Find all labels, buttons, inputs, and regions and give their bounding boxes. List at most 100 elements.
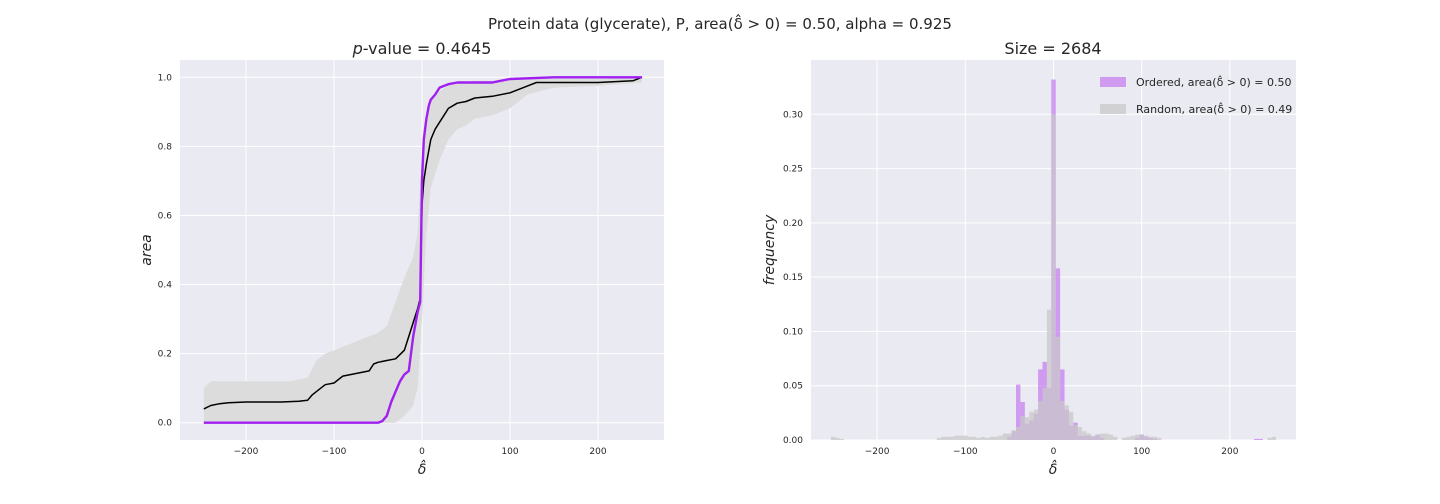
area-chart-xtick-label: −200 — [234, 447, 259, 457]
histogram-title: Size = 2684 — [1004, 39, 1101, 58]
area-chart-title-prefix: p — [352, 39, 363, 58]
random-hist-bar — [993, 436, 999, 440]
random-hist-bar — [949, 436, 955, 440]
histogram-ticks: −200 −100 0 100 200 0.00 0.05 0.10 0.15 0.20 0.25 0… — [783, 110, 1239, 457]
histogram-xtick-label: −100 — [953, 447, 978, 457]
area-chart-ytick-label: 1.0 — [158, 73, 173, 83]
random-hist-bar — [976, 437, 981, 440]
random-hist-bar — [1060, 400, 1065, 440]
histogram-ytick-label: 0.05 — [783, 382, 803, 392]
area-chart-ytick-label: 0.8 — [158, 142, 173, 152]
random-hist-bar — [1046, 309, 1052, 440]
area-chart-ytick-label: 0.2 — [158, 350, 172, 360]
random-hist-bar — [1148, 436, 1153, 440]
random-hist-bar — [839, 438, 845, 440]
random-hist-bar — [1135, 434, 1140, 440]
area-chart-xlabel: δ̂ — [418, 459, 427, 478]
random-hist-bar — [830, 436, 836, 440]
random-hist-bar — [1108, 434, 1114, 440]
area-chart-ytick-label: 0.4 — [158, 281, 173, 291]
random-hist-bar — [1073, 424, 1078, 440]
histogram-ytick-label: 0.15 — [783, 273, 803, 283]
legend-label-random: Random, area(δ̂ > 0) = 0.49 — [1136, 102, 1292, 116]
histogram-ylabel: frequency — [762, 214, 778, 285]
area-chart-xtick-label: −100 — [322, 447, 347, 457]
ordered-area-line — [203, 76, 642, 424]
random-mean-line — [203, 76, 643, 410]
legend-label-ordered: Ordered, area(δ̂ > 0) = 0.50 — [1136, 75, 1292, 89]
histogram-xtick-label: 100 — [1133, 447, 1150, 457]
random-hist-bar — [1139, 434, 1144, 440]
histogram-xtick-label: 0 — [1051, 447, 1057, 457]
random-hist-bar — [1033, 409, 1039, 440]
random-hist-bar — [1068, 411, 1074, 440]
random-hist-bar — [998, 435, 1003, 440]
random-hist-bar — [1143, 435, 1149, 440]
random-hist-bar — [1152, 436, 1158, 440]
random-hist-bar — [945, 436, 950, 440]
area-chart-title: p-value = 0.4645 — [352, 39, 492, 58]
area-chart-ticks: −200 −100 0 100 200 0.0 0.2 0.4 0.6 0.8 1.0 — [158, 73, 607, 457]
area-chart-ylabel: area — [139, 234, 155, 266]
random-hist-bar — [1086, 433, 1091, 440]
random-hist-bar — [1024, 417, 1030, 440]
random-hist-bar — [1051, 114, 1056, 440]
random-hist-bar — [1038, 400, 1043, 440]
random-hist-bar — [1055, 336, 1061, 440]
area-chart-xtick-label: 200 — [589, 447, 606, 457]
random-hist-bar — [1029, 411, 1034, 440]
random-hist-bar — [1126, 436, 1131, 440]
random-hist-bar — [1090, 435, 1096, 440]
random-hist-bar — [1042, 387, 1047, 440]
ordered-hist-bar — [1258, 438, 1263, 440]
random-hist-bar — [1113, 436, 1118, 440]
random-hist-bar — [1095, 434, 1100, 440]
random-hist-bar — [1064, 405, 1069, 440]
random-hist-bar — [958, 435, 964, 440]
random-hist-bar — [1007, 433, 1012, 440]
area-chart-title-rest: -value = 0.4645 — [363, 39, 492, 58]
histogram-xlabel: δ̂ — [1049, 459, 1058, 478]
legend-swatch-random — [1100, 104, 1126, 114]
histogram-legend: Ordered, area(δ̂ > 0) = 0.50 Random, are… — [1100, 75, 1292, 116]
random-hist-bar — [1020, 416, 1025, 440]
figure-suptitle: Protein data (glycerate), P, area(δ̂ > 0… — [488, 13, 952, 33]
histogram-ytick-label: 0.10 — [783, 327, 803, 337]
histogram-panel: −200 −100 0 100 200 0.00 0.05 0.10 0.15 0.20 0.25 0… — [762, 39, 1296, 478]
random-hist-bar — [1121, 437, 1127, 440]
random-hist-bar — [941, 436, 946, 440]
random-hist-bar — [971, 436, 977, 440]
area-chart-xtick-label: 0 — [419, 447, 425, 457]
histogram-ytick-label: 0.20 — [783, 219, 803, 229]
histogram-xtick-label: −200 — [865, 447, 890, 457]
random-hist-bar — [835, 437, 840, 440]
legend-swatch-ordered — [1100, 77, 1126, 87]
random-hist-bar — [1082, 431, 1087, 440]
area-chart-xtick-label: 100 — [501, 447, 518, 457]
random-hist-bar — [980, 436, 986, 440]
histogram-ytick-label: 0.00 — [783, 436, 803, 446]
ordered-hist-bar — [1016, 384, 1021, 440]
area-chart-marks — [203, 76, 643, 424]
random-hist-bar — [1002, 433, 1008, 440]
random-hist-bar — [1104, 433, 1109, 440]
histogram-marks — [830, 79, 1277, 440]
random-hist-bar — [989, 436, 994, 440]
area-chart-panel: −200 −100 0 100 200 0.0 0.2 0.4 0.6 0.8 1.0 p-valu… — [139, 39, 664, 478]
histogram-ytick-label: 0.25 — [783, 165, 803, 175]
random-hist-bar — [1267, 437, 1272, 440]
random-hist-bar — [1157, 437, 1162, 440]
random-hist-bar — [967, 436, 972, 440]
random-hist-bar — [1016, 426, 1021, 440]
area-chart-ytick-label: 0.0 — [158, 419, 173, 429]
random-confidence-band — [203, 77, 643, 423]
random-hist-bar — [963, 435, 968, 440]
histogram-xtick-label: 200 — [1221, 447, 1238, 457]
random-hist-bar — [1099, 433, 1105, 440]
random-hist-bar — [985, 437, 990, 440]
area-chart-ytick-label: 0.6 — [158, 211, 173, 221]
random-hist-bar — [1271, 436, 1277, 440]
random-hist-bar — [1011, 430, 1017, 440]
ordered-hist-bar — [1254, 438, 1259, 440]
